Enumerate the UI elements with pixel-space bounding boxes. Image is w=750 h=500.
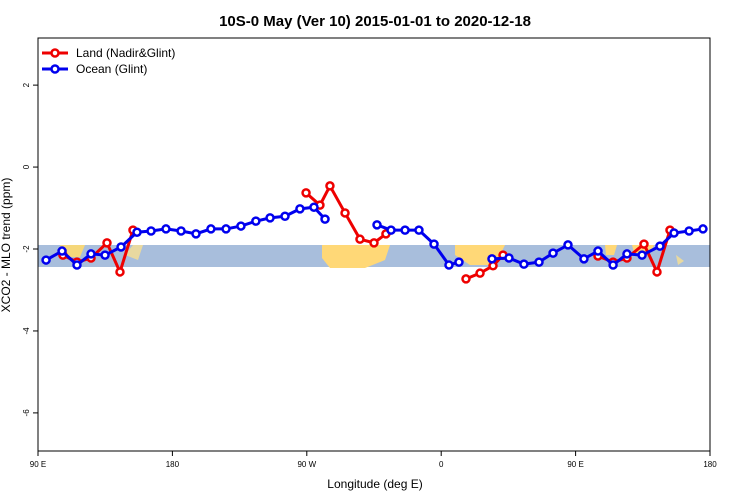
y-tick-label: 2 bbox=[22, 82, 31, 87]
data-point bbox=[320, 214, 330, 224]
data-point bbox=[669, 228, 679, 238]
x-tick-label: 180 bbox=[703, 460, 717, 469]
data-point bbox=[639, 239, 649, 249]
x-axis-label: Longitude (deg E) bbox=[327, 477, 422, 491]
data-point bbox=[548, 248, 558, 258]
data-point bbox=[454, 257, 464, 267]
data-point bbox=[400, 225, 410, 235]
data-point bbox=[146, 226, 156, 236]
data-point bbox=[355, 234, 365, 244]
data-point bbox=[487, 254, 497, 264]
data-point bbox=[429, 239, 439, 249]
data-point bbox=[579, 254, 589, 264]
data-point bbox=[622, 249, 632, 259]
data-point bbox=[116, 242, 126, 252]
data-point bbox=[280, 211, 290, 221]
data-point bbox=[236, 221, 246, 231]
data-point bbox=[655, 241, 665, 251]
data-point bbox=[593, 246, 603, 256]
y-tick-label: -6 bbox=[22, 409, 31, 417]
data-point bbox=[340, 208, 350, 218]
x-tick-label: 0 bbox=[439, 460, 444, 469]
y-axis-label: XCO2 - MLO trend (ppm) bbox=[0, 178, 13, 313]
data-point bbox=[684, 226, 694, 236]
data-point bbox=[534, 257, 544, 267]
data-point bbox=[206, 224, 216, 234]
data-point bbox=[86, 249, 96, 259]
data-point bbox=[132, 227, 142, 237]
data-point bbox=[386, 225, 396, 235]
data-point bbox=[414, 225, 424, 235]
series-line bbox=[465, 254, 505, 281]
data-point bbox=[698, 224, 708, 234]
data-point bbox=[301, 188, 311, 198]
y-tick-label: -4 bbox=[22, 327, 31, 335]
legend-label: Ocean (Glint) bbox=[76, 62, 147, 76]
data-point bbox=[100, 250, 110, 260]
legend-marker bbox=[50, 64, 60, 74]
y-tick-label: 0 bbox=[22, 164, 31, 169]
data-point bbox=[161, 224, 171, 234]
data-point bbox=[637, 250, 647, 260]
data-point bbox=[57, 246, 67, 256]
data-point bbox=[41, 255, 51, 265]
data-point bbox=[221, 224, 231, 234]
data-point bbox=[251, 216, 261, 226]
x-tick-label: 90 W bbox=[297, 460, 316, 469]
chart-title: 10S-0 May (Ver 10) 2015-01-01 to 2020-12… bbox=[219, 13, 531, 30]
legend-marker bbox=[50, 48, 60, 58]
data-point bbox=[295, 204, 305, 214]
data-point bbox=[176, 226, 186, 236]
x-tick-label: 90 E bbox=[567, 460, 583, 469]
data-point bbox=[265, 213, 275, 223]
x-tick-label: 180 bbox=[166, 460, 180, 469]
data-point bbox=[475, 268, 485, 278]
data-point bbox=[652, 267, 662, 277]
data-point bbox=[563, 240, 573, 250]
plot-frame bbox=[37, 37, 711, 452]
data-point bbox=[115, 267, 125, 277]
data-point bbox=[504, 253, 514, 263]
data-point bbox=[372, 220, 382, 230]
data-point bbox=[461, 274, 471, 284]
data-point bbox=[72, 260, 82, 270]
legend-label: Land (Nadir&Glint) bbox=[76, 46, 175, 60]
data-point bbox=[325, 181, 335, 191]
data-point bbox=[102, 238, 112, 248]
data-point bbox=[608, 260, 618, 270]
data-point bbox=[444, 260, 454, 270]
y-tick-label: -2 bbox=[22, 245, 31, 253]
data-point bbox=[369, 238, 379, 248]
data-point bbox=[191, 229, 201, 239]
data-point bbox=[519, 259, 529, 269]
data-point bbox=[309, 202, 319, 212]
x-tick-label: 90 E bbox=[30, 460, 46, 469]
